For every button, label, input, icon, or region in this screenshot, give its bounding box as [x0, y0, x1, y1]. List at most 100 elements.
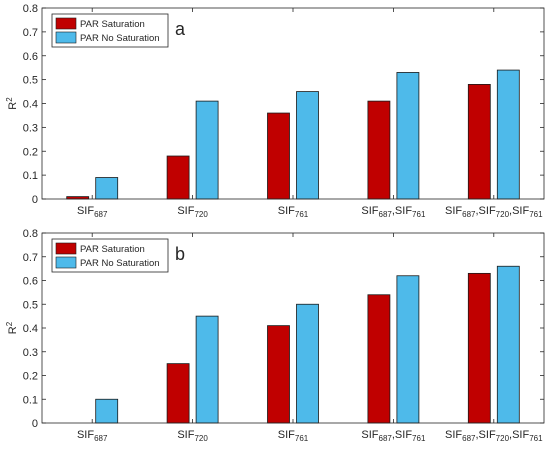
- x-tick-label-base: SIF: [512, 429, 529, 441]
- y-tick-label: 0.2: [23, 371, 38, 383]
- x-tick-label: SIF761: [278, 429, 309, 443]
- panel-label: b: [175, 244, 185, 264]
- bar-par-no-saturation-3: [396, 275, 420, 424]
- legend-swatch-par-no-saturation: [55, 256, 77, 269]
- x-tick-label: SIF687,SIF761: [361, 205, 426, 219]
- x-tick-label-sub: 687: [462, 434, 476, 443]
- x-tick-label-base: SIF: [512, 205, 529, 217]
- x-tick-label-base: SIF: [278, 205, 295, 217]
- x-tick-label-separator: ,: [392, 205, 395, 217]
- y-axis-label: R2: [5, 321, 19, 334]
- x-tick-label-separator: ,: [509, 205, 512, 217]
- x-tick-label-sub: 761: [529, 434, 543, 443]
- legend-swatch-par-saturation: [55, 17, 77, 30]
- x-tick-label: SIF687,SIF720,SIF761: [445, 205, 543, 219]
- bar-par-no-saturation-0: [95, 398, 119, 424]
- y-tick-label: 0: [32, 194, 38, 206]
- x-tick-label-sub: 761: [295, 210, 309, 219]
- y-tick-label: 0.5: [23, 299, 38, 311]
- bar-par-no-saturation-4: [496, 69, 520, 200]
- x-tick-label: SIF687: [77, 205, 108, 219]
- y-tick-label: 0.5: [23, 75, 38, 87]
- x-tick-label-base: SIF: [395, 429, 412, 441]
- bar-par-no-saturation-1: [195, 315, 219, 424]
- y-tick-label: 0.1: [23, 170, 38, 182]
- x-tick-label-base: SIF: [395, 205, 412, 217]
- x-tick-label-base: SIF: [479, 429, 496, 441]
- x-tick-label-sub: 687: [379, 210, 393, 219]
- x-tick-label-sub: 720: [194, 210, 208, 219]
- x-tick-label-base: SIF: [278, 429, 295, 441]
- bar-par-saturation-2: [267, 325, 290, 424]
- bar-par-saturation-1: [166, 363, 190, 424]
- bar-par-saturation-4: [467, 84, 491, 200]
- x-tick-label-separator: ,: [392, 429, 395, 441]
- x-tick-label-sub: 687: [94, 434, 108, 443]
- bar-par-saturation-3: [367, 100, 391, 200]
- y-tick-label: 0.3: [23, 347, 38, 359]
- x-tick-label-sub: 761: [529, 210, 543, 219]
- x-tick-label-sub: 761: [412, 210, 426, 219]
- y-axis-label-base: R: [7, 102, 19, 110]
- y-tick-label: 0.4: [23, 99, 38, 111]
- bar-par-saturation-4: [467, 272, 491, 424]
- bar-par-no-saturation-2: [296, 91, 319, 200]
- x-tick-label-separator: ,: [475, 429, 478, 441]
- x-tick-label: SIF687: [77, 429, 108, 443]
- y-tick-label: 0.4: [23, 323, 38, 335]
- bar-par-saturation-2: [267, 112, 290, 200]
- x-tick-label-base: SIF: [177, 205, 194, 217]
- x-tick-label-sub: 687: [94, 210, 108, 219]
- x-tick-label-sub: 761: [295, 434, 309, 443]
- y-tick-label: 0.8: [23, 228, 38, 240]
- x-tick-label-base: SIF: [177, 429, 194, 441]
- legend-swatch-par-no-saturation: [55, 31, 77, 44]
- x-tick-label-base: SIF: [361, 429, 378, 441]
- y-tick-label: 0.8: [23, 3, 38, 15]
- x-tick-label: SIF687,SIF720,SIF761: [445, 429, 543, 443]
- x-tick-label: SIF720: [177, 429, 208, 443]
- bar-par-no-saturation-2: [296, 303, 319, 424]
- legend: PAR Saturation PAR No Saturation: [51, 238, 169, 273]
- legend-label-par-no-saturation: PAR No Saturation: [80, 33, 160, 44]
- x-tick-label: SIF761: [278, 205, 309, 219]
- legend: PAR Saturation PAR No Saturation: [51, 13, 169, 48]
- x-tick-label-sub: 720: [496, 434, 510, 443]
- panel-label: a: [175, 19, 186, 39]
- x-tick-label-base: SIF: [445, 429, 462, 441]
- x-tick-label-base: SIF: [445, 205, 462, 217]
- y-axis-label-base: R: [7, 326, 19, 334]
- x-tick-label-base: SIF: [77, 429, 94, 441]
- y-tick-label: 0.6: [23, 51, 38, 63]
- y-axis-label: R2: [5, 97, 19, 110]
- y-tick-label: 0.7: [23, 27, 38, 39]
- x-tick-label-separator: ,: [509, 429, 512, 441]
- legend-label-par-saturation: PAR Saturation: [80, 244, 145, 255]
- y-axis-label-sup: 2: [5, 97, 14, 102]
- x-tick-label-base: SIF: [479, 205, 496, 217]
- x-tick-label: SIF720: [177, 205, 208, 219]
- y-axis-label-sup: 2: [5, 321, 14, 326]
- x-tick-label-sub: 720: [194, 434, 208, 443]
- legend-swatch-par-saturation: [55, 242, 77, 255]
- y-tick-label: 0.1: [23, 394, 38, 406]
- legend-label-par-no-saturation: PAR No Saturation: [80, 258, 160, 269]
- bar-par-no-saturation-4: [496, 265, 520, 424]
- y-tick-label: 0: [32, 418, 38, 430]
- bar-par-saturation-3: [367, 294, 391, 424]
- x-tick-label-sub: 687: [462, 210, 476, 219]
- y-tick-label: 0.6: [23, 276, 38, 288]
- x-tick-label-base: SIF: [361, 205, 378, 217]
- x-tick-label-separator: ,: [475, 205, 478, 217]
- x-tick-label: SIF687,SIF761: [361, 429, 426, 443]
- bar-par-no-saturation-0: [95, 177, 119, 200]
- x-tick-label-sub: 761: [412, 434, 426, 443]
- legend-label-par-saturation: PAR Saturation: [80, 19, 145, 30]
- y-tick-label: 0.3: [23, 122, 38, 134]
- x-tick-label-sub: 687: [379, 434, 393, 443]
- x-tick-label-sub: 720: [496, 210, 510, 219]
